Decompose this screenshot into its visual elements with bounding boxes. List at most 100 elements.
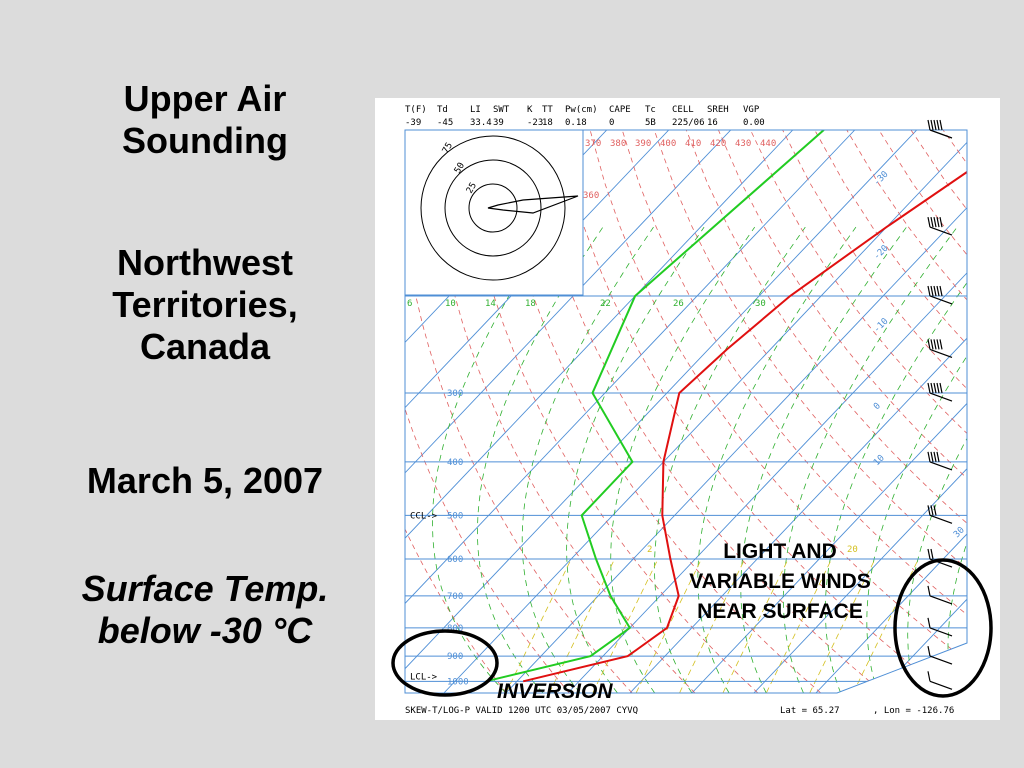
wind-barb-flag: [927, 216, 931, 228]
hodograph-box: [404, 129, 584, 296]
surface-temp-note: Surface Temp. below -30 °C: [40, 568, 370, 652]
index-header: K: [527, 105, 533, 115]
mixing-ratio-line: [809, 558, 876, 693]
theta-label: 390: [635, 139, 651, 149]
index-value: 0.00: [743, 118, 765, 128]
temperature-tick-label: 30: [952, 525, 967, 540]
pressure-tick-label: 1000: [447, 677, 469, 687]
mixing-ratio-label: 20: [847, 545, 858, 555]
index-value: 18: [542, 118, 553, 128]
temperature-tick-label: -10: [872, 317, 891, 336]
index-value: 0.18: [565, 118, 587, 128]
wind-barb-flag: [936, 339, 940, 350]
temperature-curve: [522, 130, 967, 683]
isotherm-line: [405, 130, 918, 693]
index-header: TT: [542, 105, 553, 115]
wind-barb-staff: [929, 514, 953, 524]
wind-barb-staff: [929, 655, 953, 665]
wind-barb-staff: [929, 129, 953, 139]
footer-lat: Lat = 65.27: [780, 706, 840, 716]
hodograph-ring-label: 25: [465, 181, 479, 195]
wind-barb-flag: [939, 339, 943, 350]
mixing-ratio-label: 14: [485, 299, 496, 309]
moist-adiabat-line: [477, 226, 604, 693]
wind-barb-flag: [930, 548, 934, 560]
temperature-tick-label: -20: [872, 244, 891, 263]
wind-barb-flag: [930, 505, 934, 516]
index-value: 5B: [645, 118, 656, 128]
index-header: Pw(cm): [565, 105, 598, 115]
pressure-tick-label: 800: [447, 624, 463, 634]
theta-label: 380: [610, 139, 626, 149]
wind-barb-flag: [927, 382, 931, 394]
theta-label: 420: [710, 139, 726, 149]
footer-valid-text: SKEW-T/LOG-P VALID 1200 UTC 03/05/2007 C…: [405, 706, 638, 716]
location-text: Northwest Territories, Canada: [40, 242, 370, 368]
wind-barb-staff: [929, 627, 953, 637]
note-line: below -30 °C: [97, 610, 313, 651]
hodograph-trace: [487, 195, 579, 214]
hodograph-ring: [444, 159, 542, 257]
mixing-ratio-label: 26: [673, 299, 684, 309]
moist-adiabat-line: [907, 226, 967, 693]
dry-adiabat-line: [942, 130, 967, 693]
index-header: LI: [470, 105, 481, 115]
lcl-label: LCL->: [410, 672, 438, 682]
index-header: Tc: [645, 105, 656, 115]
inversion-annotation: INVERSION: [497, 680, 613, 703]
index-header: SWT: [493, 105, 510, 115]
wind-barb-flag: [933, 451, 937, 463]
index-header: CAPE: [609, 105, 631, 115]
index-value: -39: [405, 118, 421, 128]
wind-barb-flag: [927, 285, 931, 297]
wind-barb-flag: [936, 382, 940, 394]
isotherm-line: [815, 130, 967, 693]
wind-barb-flag: [930, 285, 934, 297]
isotherm-line: [567, 130, 967, 693]
wind-barb-flag: [927, 119, 931, 131]
location-line: Canada: [139, 326, 271, 367]
wind-barb-flag: [939, 382, 943, 394]
wind-barb-staff: [929, 348, 953, 358]
index-header: T(F): [405, 105, 427, 115]
location-line: Territories,: [112, 284, 298, 325]
dry-adiabat-line: [718, 130, 967, 693]
isotherm-line: [629, 130, 967, 693]
theta-label: 400: [660, 139, 676, 149]
dry-adiabat-line: [525, 130, 884, 693]
wind-barb-flag: [927, 585, 931, 597]
wind-barb-flag: [933, 216, 937, 228]
wind-barb-flag: [939, 216, 943, 228]
wind-barb-flag: [936, 216, 940, 228]
dry-adiabat-line: [405, 130, 507, 693]
index-value: 0: [609, 118, 614, 128]
pressure-tick-label: 400: [447, 458, 463, 468]
pressure-tick-label: 700: [447, 592, 463, 602]
temperature-tick-label: 10: [872, 453, 887, 468]
wind-barb-flag: [939, 285, 943, 297]
index-value: 225/06: [672, 118, 705, 128]
wind-barb-staff: [929, 392, 953, 402]
wind-barb-flag: [933, 339, 937, 350]
skew-t-plot: 300 400 500 600 700 800 900 1000 -30 -20 -10 0 10 30 3…: [375, 98, 1000, 720]
wind-barb-flag: [933, 505, 937, 516]
pressure-tick-label: 600: [447, 555, 463, 565]
isotherm-line: [691, 130, 967, 693]
wind-barb-staff: [929, 461, 953, 471]
wind-barb-flag: [927, 671, 931, 682]
dry-adiabat-line: [910, 130, 967, 693]
theta-label: 370: [585, 139, 601, 149]
wind-barb-flag: [939, 119, 943, 131]
index-value: -45: [437, 118, 453, 128]
plot-frame: [404, 129, 968, 694]
index-value: 39: [493, 118, 504, 128]
wind-barb-flag: [927, 548, 931, 560]
date-text: March 5, 2007: [86, 460, 324, 501]
slide-title-line: Sounding: [122, 120, 288, 161]
index-value: -23: [527, 118, 543, 128]
index-header: Td: [437, 105, 448, 115]
grid-group: [405, 130, 967, 693]
dewpoint-curve: [485, 130, 825, 683]
wind-barb-flag: [927, 617, 931, 629]
wind-barb-flag: [927, 505, 931, 516]
